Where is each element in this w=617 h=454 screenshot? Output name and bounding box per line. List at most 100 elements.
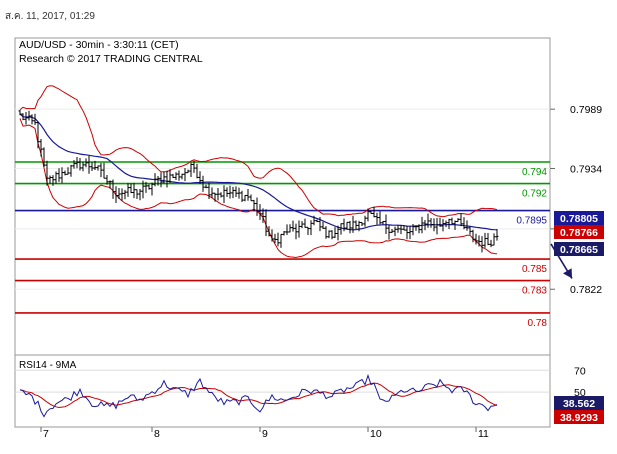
ohlc-bar (492, 233, 496, 246)
ohlc-bar (459, 213, 463, 227)
ohlc-bar (342, 218, 346, 232)
ohlc-bar (384, 214, 388, 235)
price-badge-lower-bg (554, 225, 604, 239)
ohlc-bar (486, 232, 490, 246)
ohlc-bar (306, 226, 310, 235)
ohlc-bar (369, 211, 373, 214)
x-tick-label: 8 (154, 428, 160, 440)
ohlc-bar (57, 168, 61, 182)
ohlc-bar (330, 230, 334, 240)
ohlc-bar (69, 164, 73, 177)
x-tick-label: 11 (478, 428, 489, 440)
ohlc-bar (282, 231, 286, 236)
ohlc-bar (420, 216, 424, 234)
ohlc-bar (489, 239, 493, 248)
ohlc-bar (273, 233, 277, 244)
ohlc-bar (393, 226, 397, 237)
ohlc-bar (441, 219, 445, 232)
ohlc-bar (216, 188, 220, 201)
ohlc-bar (435, 217, 439, 235)
ohlc-bar (231, 186, 235, 199)
y-tick-label: 0.7989 (570, 104, 602, 116)
ohlc-bar (255, 197, 259, 216)
level-label: 0.783 (522, 286, 547, 297)
ohlc-bar (471, 229, 475, 243)
main-panel-frame (14, 37, 551, 356)
ohlc-bar (279, 233, 283, 248)
rsi-indicator (15, 369, 550, 418)
level-label: 0.7895 (516, 216, 547, 227)
ohlc-bar (186, 169, 190, 174)
ohlc-bar (156, 175, 160, 186)
ohlc-bar (183, 167, 187, 182)
ohlc-bar (135, 189, 139, 199)
ohlc-bar (453, 220, 457, 230)
ohlc-bar (270, 229, 274, 242)
ohlc-bar (30, 114, 34, 125)
ohlc-bar (51, 175, 55, 186)
ohlc-bar (252, 199, 256, 211)
ohlc-bar (189, 162, 193, 177)
rsi-badge-ma: 38.9293 (560, 412, 598, 424)
rsi-badge-current-bg (554, 396, 604, 410)
ohlc-bar (309, 220, 313, 236)
ohlc-bar (72, 160, 76, 169)
ohlc-bar (63, 170, 67, 176)
level-label: 0.794 (522, 167, 547, 178)
ohlc-bar (354, 220, 358, 230)
rsi-badge-current: 38.562 (563, 398, 595, 410)
ohlc-bar (405, 225, 409, 240)
price-badge-lower: 0.78766 (560, 227, 598, 239)
ohlc-bar (246, 188, 250, 201)
ohlc-bar (294, 223, 298, 240)
ohlc-bar (108, 180, 112, 189)
ohlc-bar (210, 187, 214, 199)
ohlc-bar (123, 189, 127, 200)
ohlc-bar (288, 224, 292, 233)
price-badge-upper: 0.78805 (560, 213, 598, 225)
ohlc-bar (408, 225, 412, 240)
ohlc-bar (444, 220, 448, 228)
ohlc-bar (117, 188, 121, 200)
ohlc-bar (495, 229, 499, 241)
ohlc-bar (132, 182, 136, 199)
price-badge-upper-bg (554, 211, 604, 225)
ohlc-bar (87, 155, 91, 174)
ohlc-bar (96, 165, 100, 171)
ohlc-bar (399, 225, 403, 235)
ohlc-bar (276, 232, 280, 247)
rsi-tick-label: 70 (574, 365, 586, 377)
ohlc-bar (315, 219, 319, 223)
ohlc-bar (147, 184, 151, 190)
ohlc-bar (39, 139, 43, 157)
ohlc-bar (432, 218, 436, 232)
ohlc-bar (195, 163, 199, 179)
ohlc-bar (222, 185, 226, 204)
ohlc-bar (474, 233, 478, 245)
ohlc-bar (84, 158, 88, 168)
ohlc-bar (297, 220, 301, 238)
bollinger-lower (19, 118, 498, 259)
ohlc-bar (126, 183, 130, 197)
ohlc-bar (120, 188, 124, 201)
ohlc-bar (24, 111, 28, 125)
ohlc-bar (243, 194, 247, 202)
ohlc-bar (105, 175, 109, 185)
ohlc-bar (264, 209, 268, 237)
ohlc-bar (396, 225, 400, 233)
rsi-tick-label: 50 (574, 387, 586, 399)
ohlc-bar (429, 218, 433, 228)
ohlc-bar (177, 170, 181, 181)
level-label: 0.78 (528, 318, 548, 329)
ohlc-bar (357, 220, 361, 232)
price-bars (18, 110, 573, 279)
ohlc-bar (153, 173, 157, 187)
ohlc-bar (237, 187, 241, 199)
y-tick-label: 0.7934 (570, 163, 602, 175)
ohlc-bar (228, 185, 232, 199)
ohlc-bar (93, 160, 97, 171)
y-tick-label: 0.7822 (570, 284, 602, 296)
ohlc-bar (168, 169, 172, 183)
ohlc-bar (111, 179, 115, 199)
moving-average (19, 113, 498, 231)
